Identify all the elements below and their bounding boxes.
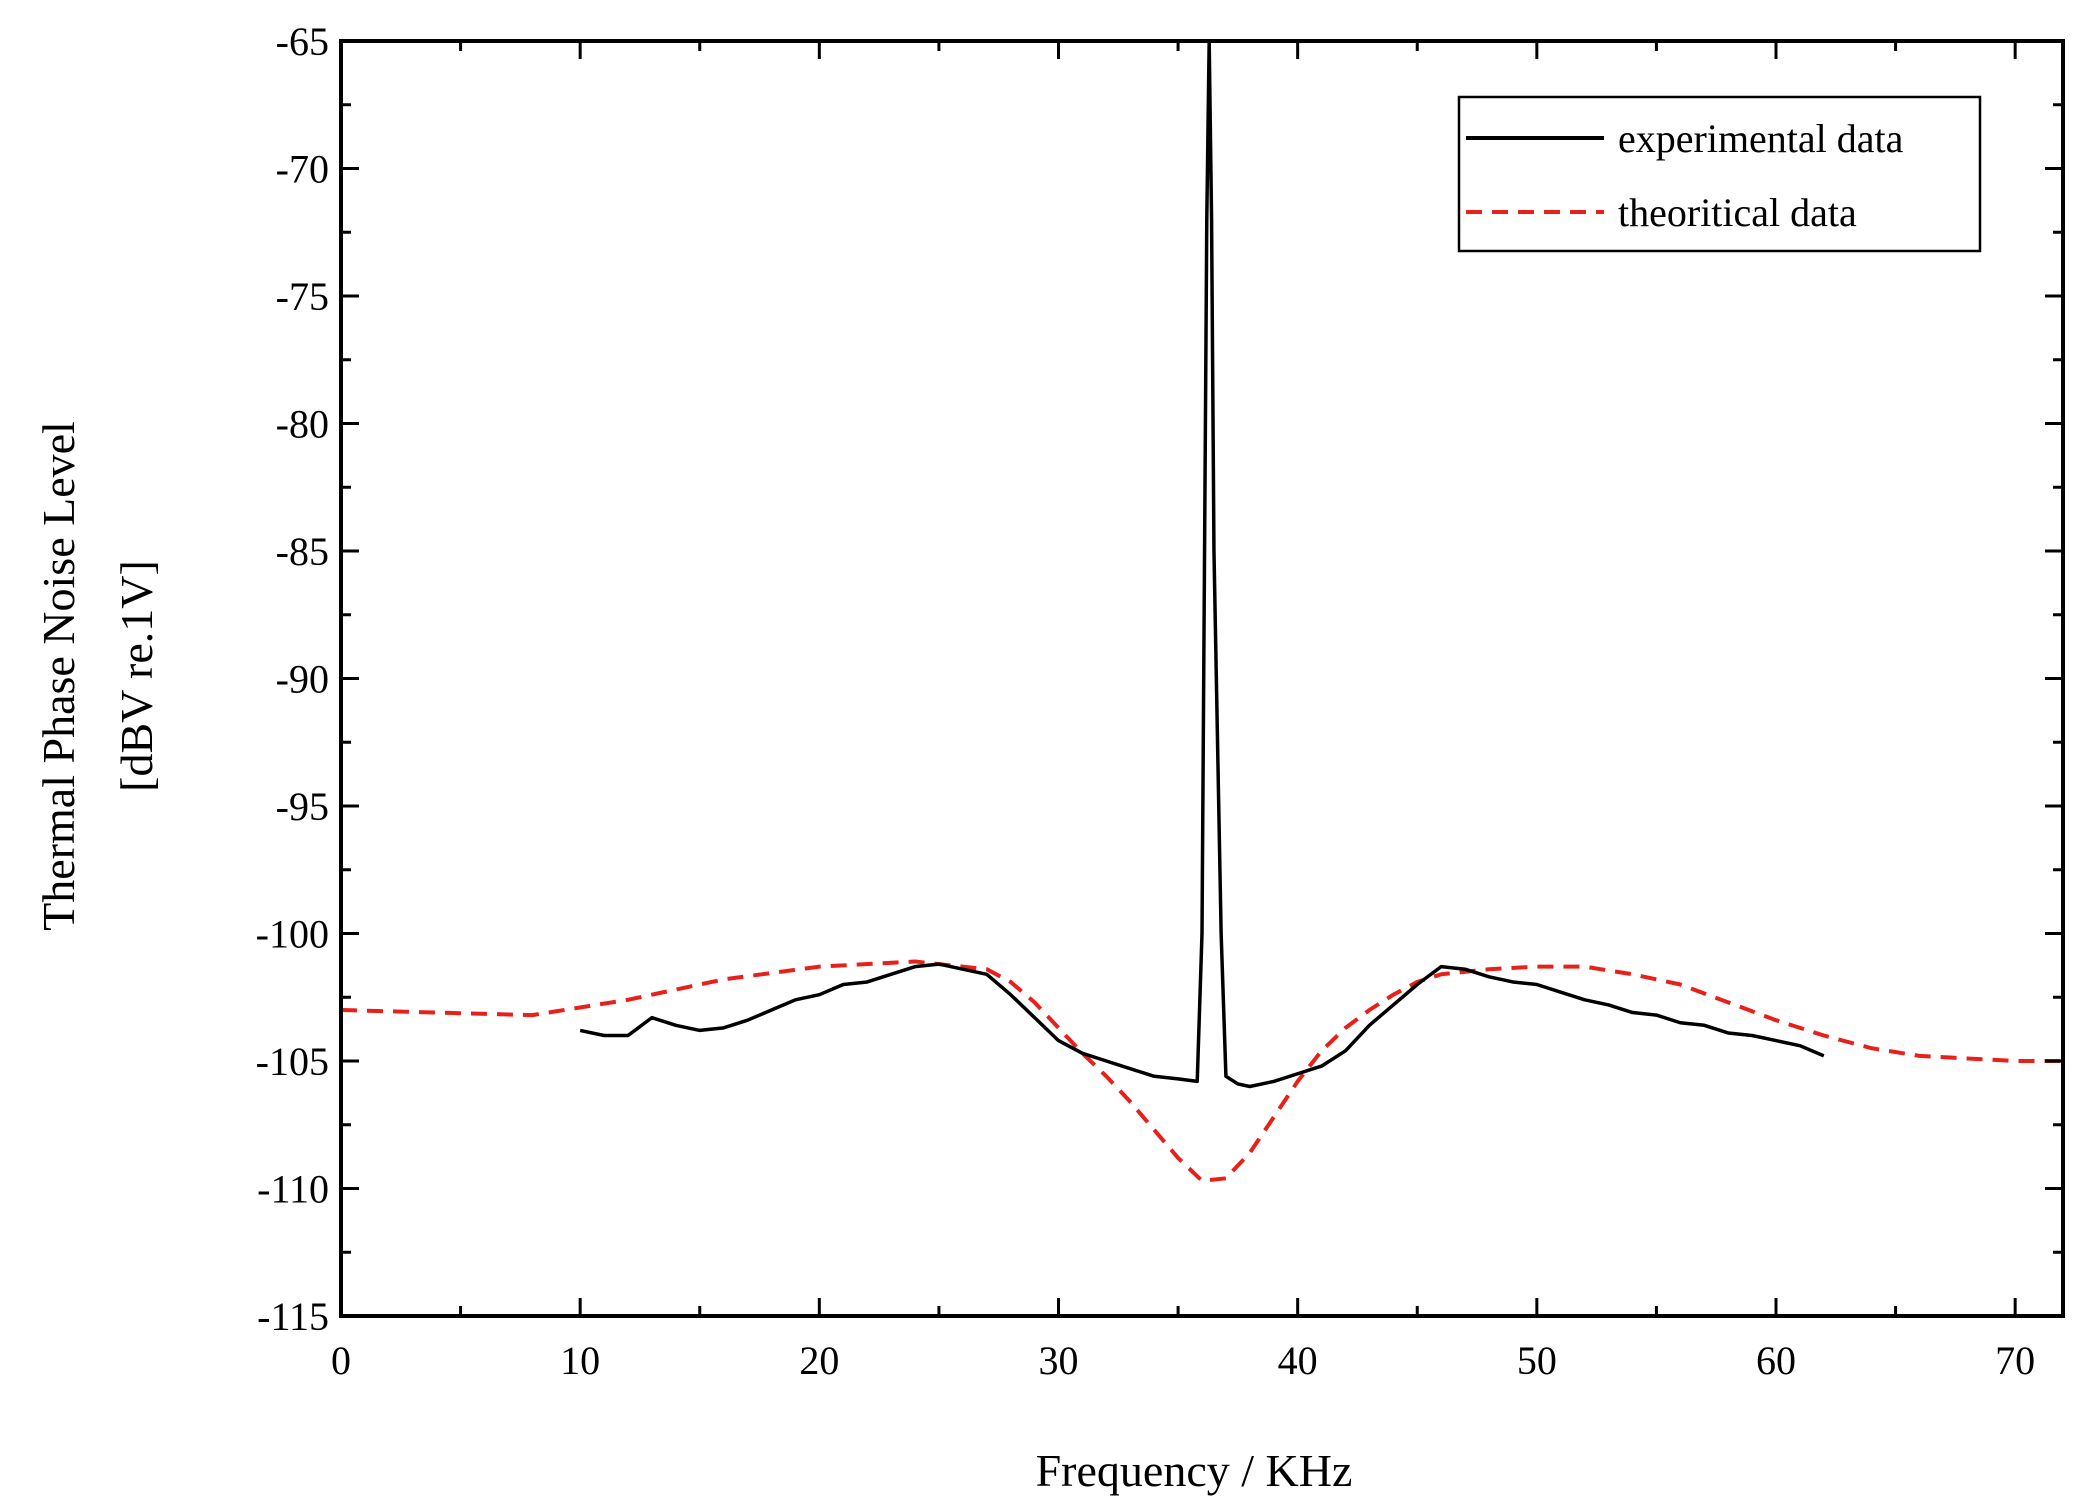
- x-tick-label: 20: [799, 1338, 839, 1383]
- y-tick-label: -115: [257, 1294, 329, 1339]
- y-tick-label: -110: [257, 1167, 329, 1212]
- x-tick-label: 60: [1756, 1338, 1796, 1383]
- y-tick-label: -85: [276, 529, 329, 574]
- label-layer: 0 10 20 30 40 50 60 70 -65 -70 -75 -80 -85 -90 -95 -100…: [256, 19, 2035, 1383]
- x-tick-label: 70: [1995, 1338, 2035, 1383]
- tick-layer: [339, 39, 2063, 1318]
- x-tick-label: 10: [560, 1338, 600, 1383]
- y-axis-title-line-1: Thermal Phase Noise Level: [33, 421, 84, 931]
- y-tick-label: -95: [276, 784, 329, 829]
- y-tick-label: -105: [256, 1039, 329, 1084]
- x-tick-label: 0: [331, 1338, 351, 1383]
- legend-label-theoretical: theoritical data: [1618, 190, 1857, 235]
- series-layer: [340, 39, 2063, 1183]
- x-tick-label: 30: [1039, 1338, 1079, 1383]
- x-tick-label: 50: [1517, 1338, 1557, 1383]
- legend-box: [1457, 95, 1982, 253]
- legend: experimental data theoritical data: [1457, 95, 1982, 253]
- y-axis-title-line-2: [dBV re.1V]: [111, 560, 162, 792]
- x-axis-title: Frequency / KHz: [1036, 1445, 1353, 1496]
- y-tick-label: -90: [276, 657, 329, 702]
- y-tick-label: -70: [276, 147, 329, 192]
- y-tick-label: -100: [256, 912, 329, 957]
- legend-label-experimental: experimental data: [1618, 116, 1904, 161]
- x-tick-label: 40: [1278, 1338, 1318, 1383]
- y-tick-label: -65: [276, 19, 329, 64]
- series-experimental-line: [579, 39, 1825, 1089]
- series-theoretical-line: [340, 959, 2063, 1183]
- y-tick-label: -75: [276, 274, 329, 319]
- y-tick-label: -80: [276, 402, 329, 447]
